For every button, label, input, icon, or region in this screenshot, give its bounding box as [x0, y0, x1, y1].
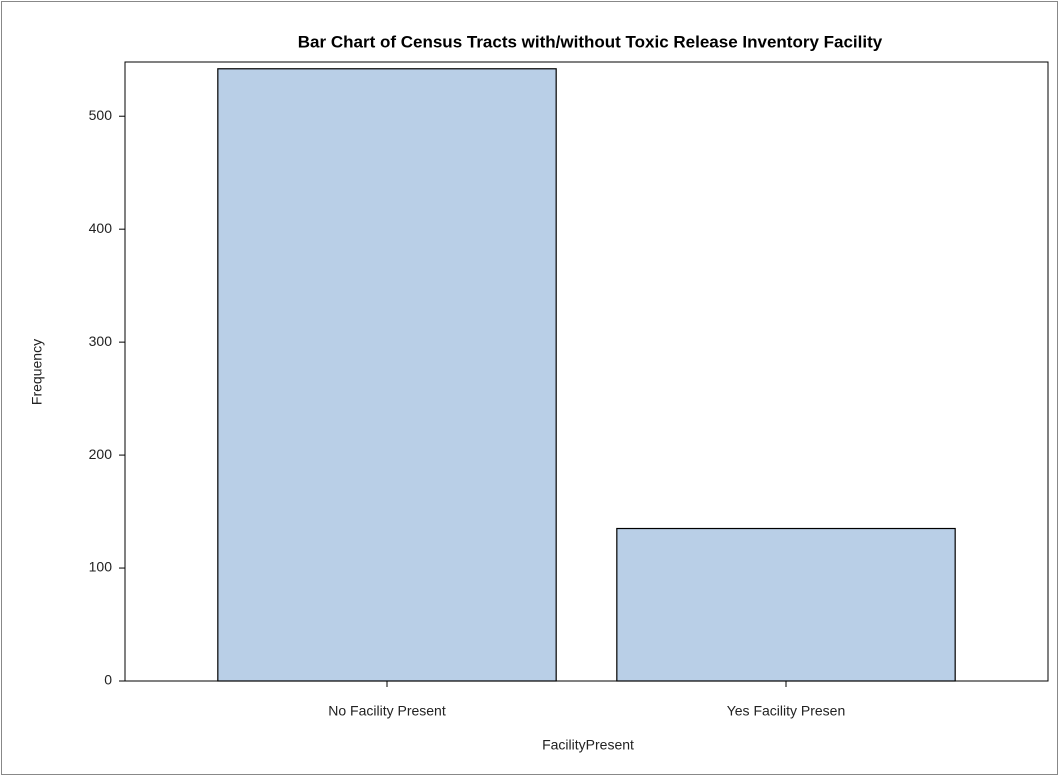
- chart-title: Bar Chart of Census Tracts with/without …: [298, 32, 883, 51]
- y-axis-label: Frequency: [29, 339, 45, 405]
- y-tick-label: 400: [89, 220, 113, 236]
- x-axis-label: FacilityPresent: [542, 737, 634, 753]
- y-tick-label: 0: [104, 672, 112, 688]
- bar: [616, 527, 956, 682]
- y-tick-label: 100: [89, 559, 113, 575]
- y-tick-label: 200: [89, 446, 113, 462]
- y-tick-label: 500: [89, 107, 113, 123]
- x-tick-label: No Facility Present: [328, 703, 446, 719]
- y-tick-label: 300: [89, 333, 113, 349]
- bar: [217, 68, 557, 682]
- x-tick-label: Yes Facility Presen: [727, 703, 846, 719]
